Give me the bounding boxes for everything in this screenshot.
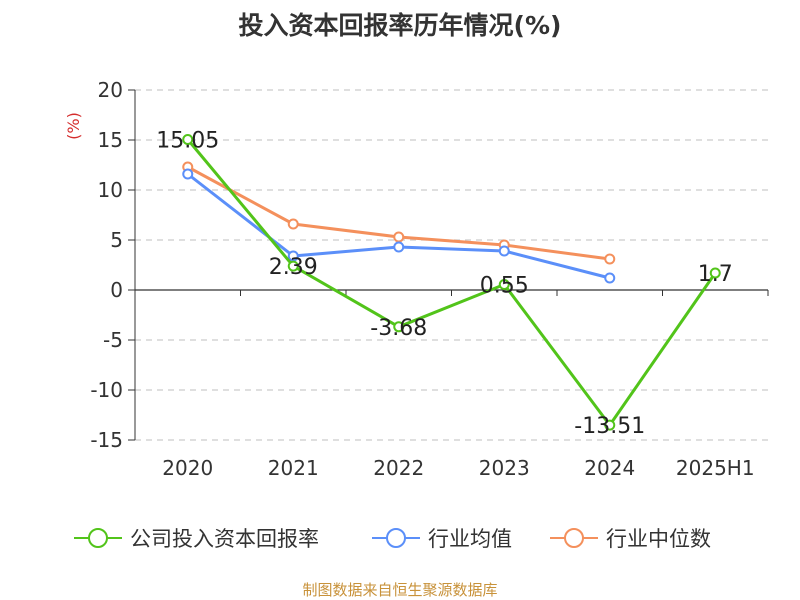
x-tick-label: 2025H1 bbox=[676, 456, 755, 480]
data-label: 1.7 bbox=[698, 262, 733, 287]
y-tick-label: 10 bbox=[98, 178, 123, 202]
axis-layer: 20 15 10 5 0 -5 -10 -15 2020 2021 2022 2023 2024 2025… bbox=[64, 78, 769, 480]
legend-item-company-roic[interactable]: 公司投入资本回报率 bbox=[72, 520, 319, 556]
grid-layer bbox=[135, 89, 768, 441]
data-point bbox=[287, 218, 299, 230]
data-point bbox=[604, 253, 616, 265]
data-label: -3.68 bbox=[370, 316, 427, 341]
x-tick-label: 2021 bbox=[268, 456, 319, 480]
legend-marker-icon bbox=[550, 528, 598, 548]
legend-item-industry-median[interactable]: 行业中位数 bbox=[548, 520, 711, 556]
data-point bbox=[709, 267, 721, 279]
y-tick-label: 15 bbox=[98, 128, 123, 152]
data-point bbox=[182, 134, 194, 145]
legend-item-industry-mean[interactable]: 行业均值 bbox=[370, 520, 512, 556]
data-point bbox=[287, 250, 299, 262]
legend-label: 行业中位数 bbox=[606, 527, 711, 551]
y-tick-label: -5 bbox=[103, 328, 123, 352]
y-tick-label: 0 bbox=[110, 278, 123, 302]
data-point bbox=[604, 419, 616, 431]
y-tick-label: 20 bbox=[98, 78, 123, 102]
data-point bbox=[393, 241, 405, 253]
legend: 公司投入资本回报率 行业均值 行业中位数 bbox=[0, 520, 800, 556]
x-tick-label: 2023 bbox=[479, 456, 530, 480]
data-point bbox=[498, 279, 510, 290]
y-tick-label: -10 bbox=[90, 378, 123, 402]
legend-label: 行业均值 bbox=[428, 527, 512, 551]
y-axis-label: (%) bbox=[64, 112, 83, 140]
data-point bbox=[498, 245, 510, 257]
data-label: 2.39 bbox=[269, 255, 318, 280]
x-tick-label: 2020 bbox=[162, 456, 213, 480]
data-label: 15.05 bbox=[156, 129, 219, 154]
data-point bbox=[287, 260, 299, 272]
data-point bbox=[393, 231, 405, 243]
data-point bbox=[604, 272, 616, 284]
data-label: 0.55 bbox=[480, 274, 529, 299]
legend-label: 公司投入资本回报率 bbox=[130, 527, 319, 551]
data-source-note: 制图数据来自恒生聚源数据库 bbox=[302, 581, 498, 599]
y-tick-label: 5 bbox=[110, 228, 123, 252]
label-layer: 15.05 2.39 -3.68 0.55 -13.51 1.7 bbox=[156, 129, 732, 440]
legend-marker-icon bbox=[74, 528, 122, 548]
x-tick-label: 2022 bbox=[373, 456, 424, 480]
data-point bbox=[393, 321, 405, 333]
data-point bbox=[182, 168, 194, 180]
x-tick-label: 2024 bbox=[584, 456, 635, 480]
legend-marker-icon bbox=[372, 528, 420, 548]
data-label: -13.51 bbox=[574, 414, 645, 439]
chart-title: 投入资本回报率历年情况(%) bbox=[238, 11, 562, 40]
series-line bbox=[186, 138, 717, 427]
y-tick-label: -15 bbox=[90, 428, 123, 452]
series-layer bbox=[182, 134, 721, 431]
